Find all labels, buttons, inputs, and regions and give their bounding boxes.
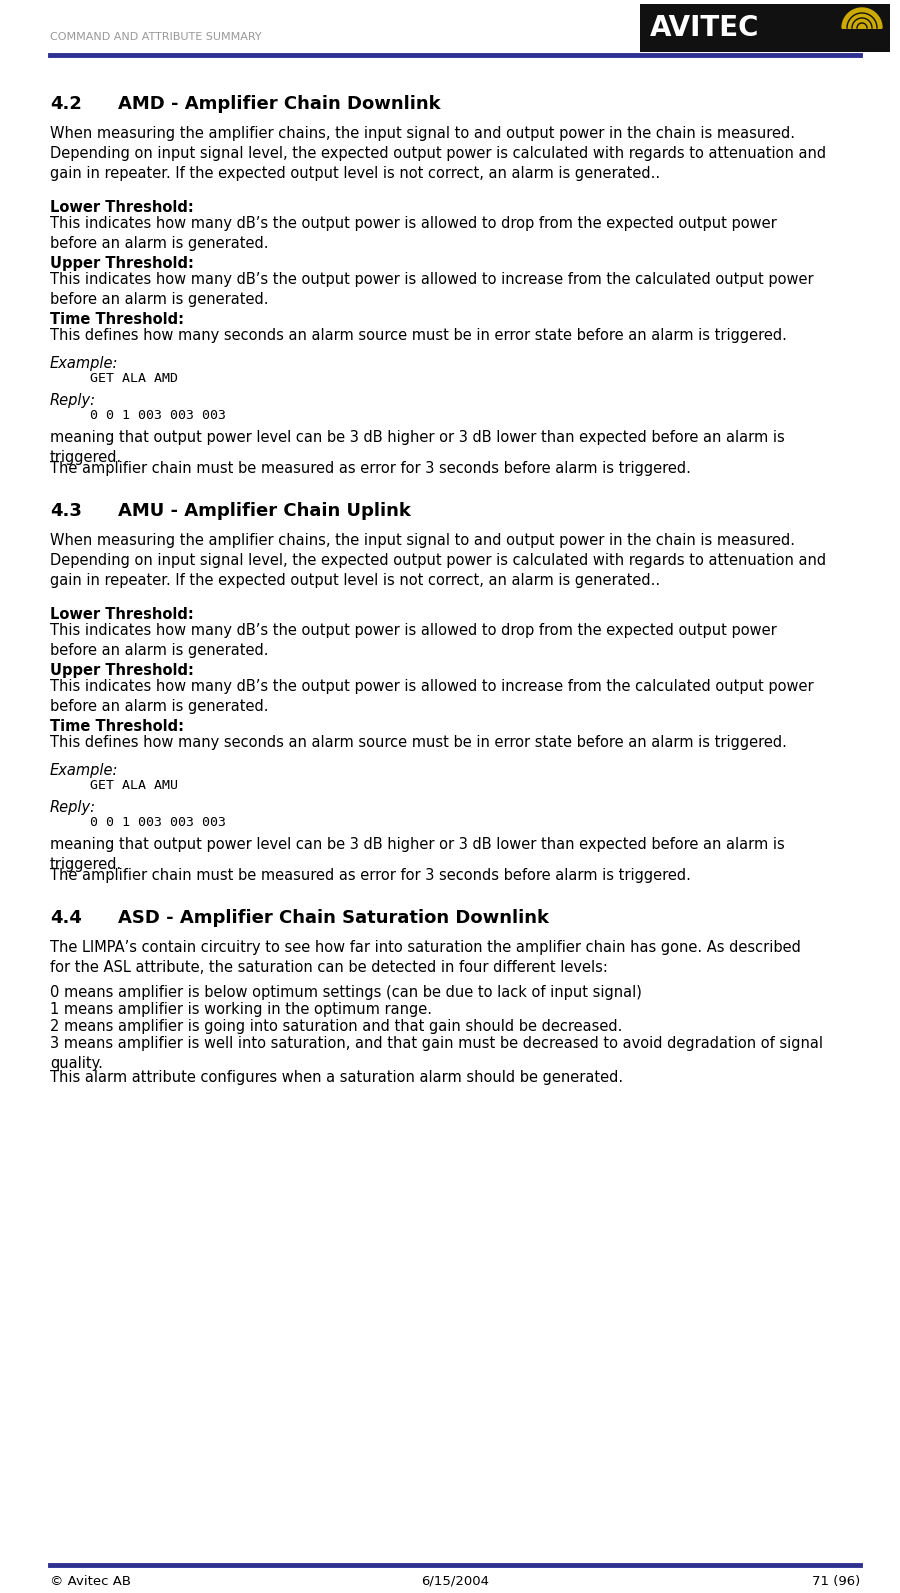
Text: 1 means amplifier is working in the optimum range.: 1 means amplifier is working in the opti… (50, 1002, 432, 1016)
Text: Example:: Example: (50, 355, 119, 371)
Text: AMU - Amplifier Chain Uplink: AMU - Amplifier Chain Uplink (118, 502, 411, 519)
Text: When measuring the amplifier chains, the input signal to and output power in the: When measuring the amplifier chains, the… (50, 534, 826, 588)
Text: 71 (96): 71 (96) (812, 1575, 860, 1588)
Polygon shape (842, 8, 882, 29)
Text: This indicates how many dB’s the output power is allowed to drop from the expect: This indicates how many dB’s the output … (50, 623, 777, 658)
Text: 0 0 1 003 003 003: 0 0 1 003 003 003 (50, 409, 226, 422)
Text: AVITEC: AVITEC (650, 14, 760, 41)
Text: Time Threshold:: Time Threshold: (50, 718, 184, 734)
Text: This defines how many seconds an alarm source must be in error state before an a: This defines how many seconds an alarm s… (50, 328, 787, 342)
Text: 2 means amplifier is going into saturation and that gain should be decreased.: 2 means amplifier is going into saturati… (50, 1020, 623, 1034)
Text: meaning that output power level can be 3 dB higher or 3 dB lower than expected b: meaning that output power level can be 3… (50, 430, 785, 465)
Text: 0 0 1 003 003 003: 0 0 1 003 003 003 (50, 816, 226, 828)
Text: Upper Threshold:: Upper Threshold: (50, 256, 194, 271)
Text: Time Threshold:: Time Threshold: (50, 312, 184, 327)
Text: © Avitec AB: © Avitec AB (50, 1575, 131, 1588)
Text: 4.2: 4.2 (50, 96, 82, 113)
Text: meaning that output power level can be 3 dB higher or 3 dB lower than expected b: meaning that output power level can be 3… (50, 836, 785, 871)
Text: COMMAND AND ATTRIBUTE SUMMARY: COMMAND AND ATTRIBUTE SUMMARY (50, 32, 262, 41)
Text: GET ALA AMD: GET ALA AMD (50, 373, 178, 386)
Text: 3 means amplifier is well into saturation, and that gain must be decreased to av: 3 means amplifier is well into saturatio… (50, 1035, 823, 1070)
Text: The amplifier chain must be measured as error for 3 seconds before alarm is trig: The amplifier chain must be measured as … (50, 868, 691, 883)
Text: When measuring the amplifier chains, the input signal to and output power in the: When measuring the amplifier chains, the… (50, 126, 826, 180)
Text: 4.3: 4.3 (50, 502, 82, 519)
Text: GET ALA AMU: GET ALA AMU (50, 779, 178, 792)
Text: Example:: Example: (50, 763, 119, 777)
Text: This indicates how many dB’s the output power is allowed to drop from the expect: This indicates how many dB’s the output … (50, 217, 777, 250)
Text: 0 means amplifier is below optimum settings (can be due to lack of input signal): 0 means amplifier is below optimum setti… (50, 984, 642, 1000)
Text: This alarm attribute configures when a saturation alarm should be generated.: This alarm attribute configures when a s… (50, 1070, 623, 1085)
Text: The amplifier chain must be measured as error for 3 seconds before alarm is trig: The amplifier chain must be measured as … (50, 460, 691, 476)
Bar (640, 5, 890, 53)
Text: 4.4: 4.4 (50, 910, 82, 927)
Text: Lower Threshold:: Lower Threshold: (50, 607, 194, 621)
Text: 6/15/2004: 6/15/2004 (421, 1575, 489, 1588)
Text: Reply:: Reply: (50, 393, 96, 408)
Text: This indicates how many dB’s the output power is allowed to increase from the ca: This indicates how many dB’s the output … (50, 679, 814, 714)
Text: AMD - Amplifier Chain Downlink: AMD - Amplifier Chain Downlink (118, 96, 441, 113)
Text: Lower Threshold:: Lower Threshold: (50, 201, 194, 215)
Text: ASD - Amplifier Chain Saturation Downlink: ASD - Amplifier Chain Saturation Downlin… (118, 910, 549, 927)
Text: This indicates how many dB’s the output power is allowed to increase from the ca: This indicates how many dB’s the output … (50, 272, 814, 307)
Text: This defines how many seconds an alarm source must be in error state before an a: This defines how many seconds an alarm s… (50, 734, 787, 750)
Text: The LIMPA’s contain circuitry to see how far into saturation the amplifier chain: The LIMPA’s contain circuitry to see how… (50, 940, 801, 975)
Text: Upper Threshold:: Upper Threshold: (50, 663, 194, 679)
Text: Reply:: Reply: (50, 800, 96, 816)
